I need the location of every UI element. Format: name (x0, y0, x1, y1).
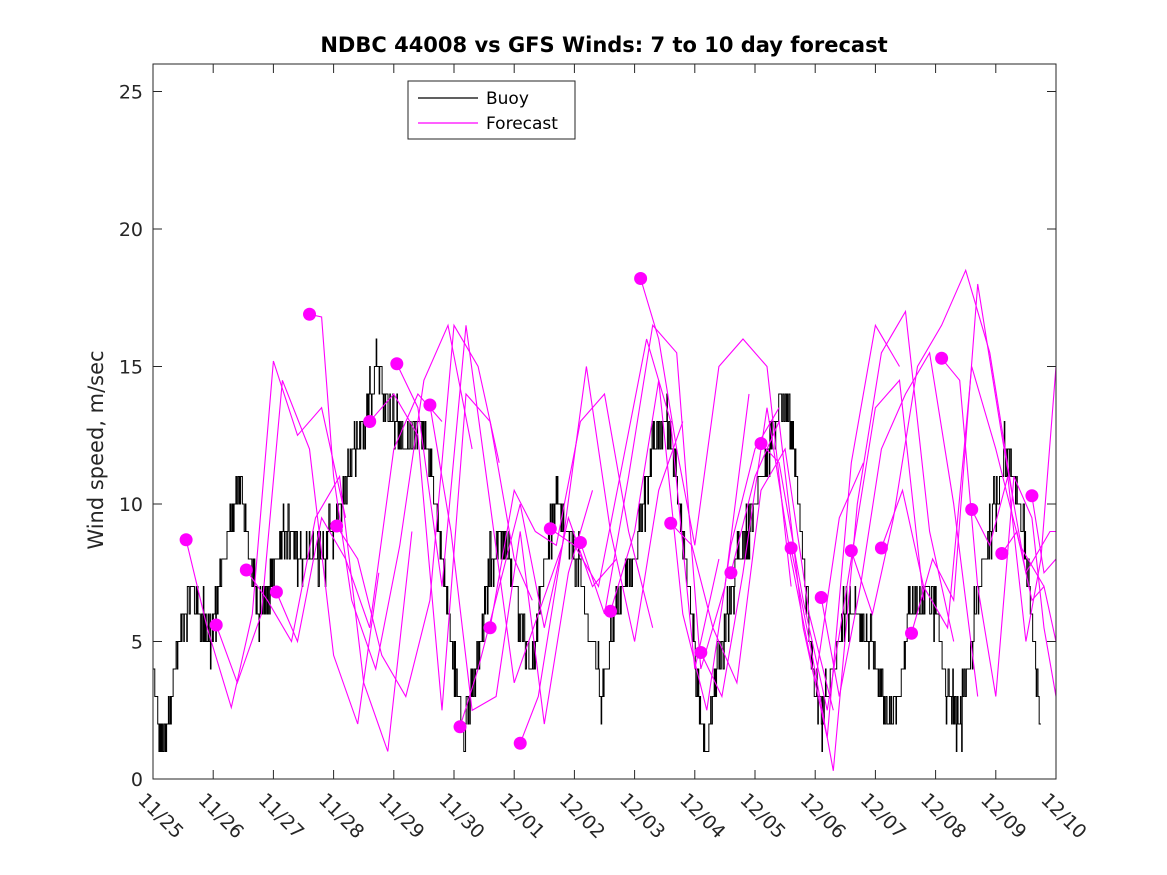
forecast-start-dot-5 (303, 307, 317, 321)
x-tick-label: 12/01 (495, 789, 549, 843)
forecast-series-line-6 (336, 323, 500, 698)
y-tick-label: 10 (119, 494, 143, 516)
forecast-start-dot-24 (874, 541, 888, 555)
x-tick-label: 12/09 (976, 789, 1030, 843)
forecast-start-dot-13 (543, 522, 557, 536)
x-tick-label: 11/27 (254, 789, 308, 843)
forecast-series-line-19 (730, 323, 900, 738)
x-tick-label: 11/28 (314, 789, 368, 843)
forecast-series-line-25 (910, 283, 1056, 634)
forecast-series-line-23 (850, 268, 1015, 617)
forecast-series-line-15 (609, 380, 780, 711)
forecast-series-line-28 (1001, 530, 1056, 642)
forecast-start-dot-20 (754, 437, 768, 450)
forecast-start-dot-27 (965, 503, 979, 516)
y-tick-label: 5 (131, 632, 143, 654)
forecast-start-dot-26 (935, 351, 949, 365)
forecast-series-line-10 (459, 503, 617, 727)
y-tick-label: 15 (119, 357, 143, 379)
x-tick-label: 12/04 (675, 789, 729, 843)
forecast-start-dot-23 (844, 544, 858, 558)
x-tick-label: 11/25 (133, 789, 187, 843)
forecast-start-dot-18 (694, 646, 708, 659)
forecast-series-line-3 (245, 474, 413, 752)
forecast-start-dot-4 (269, 585, 283, 599)
forecast-series-line-29 (1031, 495, 1056, 575)
forecast-start-dot-22 (814, 591, 828, 604)
forecast-start-dot-19 (724, 566, 738, 580)
y-tick-label: 25 (119, 82, 143, 104)
x-tick-label: 11/29 (374, 789, 428, 843)
forecast-start-dot-10 (453, 720, 467, 734)
forecast-start-dot-12 (513, 736, 527, 750)
forecast-series-line-13 (549, 338, 720, 670)
forecast-start-dot-6 (330, 519, 344, 533)
forecast-start-dot-3 (239, 563, 253, 577)
forecast-start-dot-2 (209, 618, 223, 632)
forecast-series-line-11 (489, 392, 654, 628)
forecast-series-line-14 (579, 324, 750, 670)
x-tick-label: 12/08 (916, 789, 970, 843)
y-axis-label: Wind speed, m/sec (84, 350, 108, 549)
legend-label-buoy: Buoy (486, 89, 529, 109)
x-tick-label: 12/10 (1036, 789, 1090, 843)
forecast-series-line-5 (309, 313, 473, 672)
x-tick-label: 12/02 (555, 789, 609, 843)
chart-title: NDBC 44008 vs GFS Winds: 7 to 10 day for… (320, 33, 887, 57)
forecast-series-line-1 (185, 360, 347, 710)
forecast-series-line-4 (275, 392, 443, 644)
y-tick-label: 0 (131, 769, 143, 791)
x-tick-label: 11/26 (194, 789, 248, 843)
forecast-series-line-8 (396, 325, 563, 683)
forecast-series-line-2 (215, 380, 380, 725)
forecast-start-dot-28 (995, 547, 1009, 560)
legend-label-forecast: Forecast (486, 114, 558, 134)
forecast-start-dot-17 (664, 516, 678, 530)
forecast-series-line-24 (880, 366, 1045, 630)
forecast-series-line-22 (820, 351, 979, 697)
forecast-series-line-9 (429, 404, 594, 725)
forecast-start-dot-11 (483, 621, 497, 635)
forecast-start-dot-8 (390, 357, 404, 371)
x-tick-label: 12/07 (856, 789, 910, 843)
forecast-start-dot-15 (604, 604, 618, 618)
forecast-series-line-26 (941, 357, 1056, 697)
legend: Buoy Forecast (407, 80, 576, 140)
forecast-series-line-12 (519, 366, 684, 744)
axes-frame (152, 63, 1057, 780)
legend-box (407, 80, 576, 140)
forecast-series-line-17 (670, 447, 834, 711)
forecast-series-line-18 (700, 407, 864, 699)
forecast-start-dot-7 (363, 415, 377, 428)
forecast-series-line-21 (790, 309, 955, 771)
x-tick-label: 12/05 (735, 789, 789, 843)
x-tick-label: 11/30 (434, 789, 488, 843)
forecast-start-dot-14 (573, 536, 587, 549)
forecast-start-dot-29 (1025, 489, 1039, 503)
x-tick-label: 12/03 (615, 789, 669, 843)
buoy-series-line (153, 338, 1041, 752)
x-tick-label: 12/06 (796, 789, 850, 843)
plot-clip-group (153, 268, 1056, 771)
y-tick-label: 20 (119, 219, 143, 241)
forecast-start-dot-25 (905, 626, 919, 640)
forecast-series-line-7 (369, 392, 533, 711)
forecast-start-dot-9 (423, 398, 437, 412)
forecast-start-dot-1 (179, 533, 193, 547)
forecast-start-dot-16 (634, 272, 648, 285)
forecast-series-line-16 (640, 278, 792, 587)
forecast-start-dot-21 (784, 541, 798, 555)
forecast-series-line-20 (760, 379, 925, 711)
plot-area: 0 5 10 15 20 25 11/25 11/26 11/27 11/28 11/29 11/30… (119, 63, 1091, 843)
forecast-series-line-27 (971, 366, 1056, 642)
